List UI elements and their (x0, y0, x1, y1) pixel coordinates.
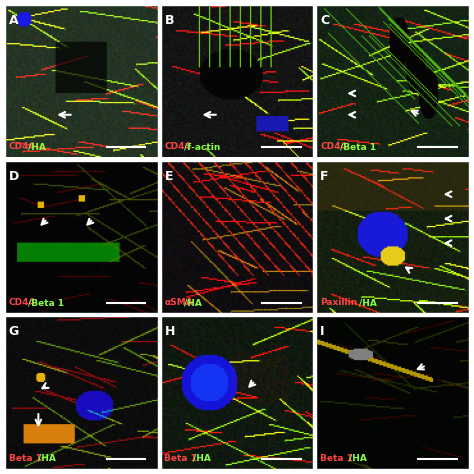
Text: D: D (9, 170, 19, 182)
Text: E: E (164, 170, 173, 182)
Text: G: G (9, 325, 19, 338)
Text: /HA: /HA (28, 142, 46, 151)
Text: A: A (9, 14, 18, 27)
Text: /HA: /HA (193, 454, 211, 463)
Text: CD44: CD44 (9, 298, 36, 307)
Text: C: C (320, 14, 329, 27)
Text: αSMA: αSMA (164, 298, 193, 307)
Text: /f-actin: /f-actin (184, 142, 220, 151)
Text: H: H (164, 325, 175, 338)
Text: CD44: CD44 (9, 142, 36, 151)
Text: /Beta 1: /Beta 1 (340, 142, 376, 151)
Text: /HA: /HA (349, 454, 367, 463)
Text: Paxillin: Paxillin (320, 298, 357, 307)
Text: Beta 1: Beta 1 (164, 454, 197, 463)
Text: Beta 1: Beta 1 (9, 454, 41, 463)
Text: CD44: CD44 (164, 142, 191, 151)
Text: CD44: CD44 (320, 142, 347, 151)
Text: I: I (320, 325, 325, 338)
Text: /HA: /HA (359, 298, 377, 307)
Text: Beta 1: Beta 1 (320, 454, 353, 463)
Text: /HA: /HA (37, 454, 55, 463)
Text: B: B (164, 14, 174, 27)
Text: /Beta 1: /Beta 1 (28, 298, 64, 307)
Text: /HA: /HA (184, 298, 201, 307)
Text: F: F (320, 170, 329, 182)
